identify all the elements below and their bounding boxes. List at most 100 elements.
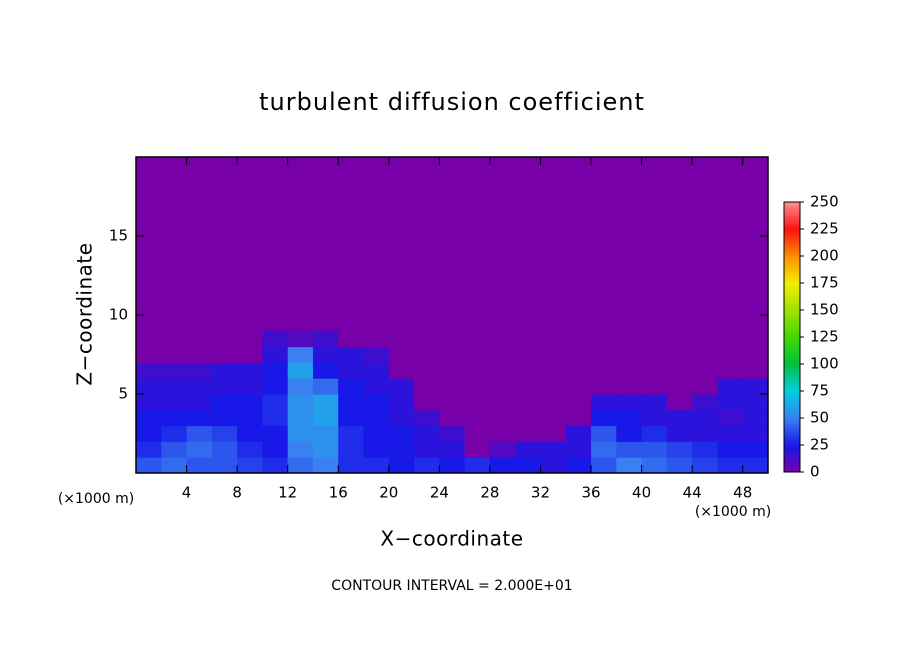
heat-cell [287,394,314,411]
heat-cell [237,362,263,379]
heat-cell [161,425,188,442]
heat-cell [489,457,516,474]
heat-cell [237,378,263,395]
heat-cell [515,394,541,411]
colorbar-tick-label: 50 [810,409,829,427]
colorbar-segment [784,404,800,408]
heat-cell [565,394,592,411]
colorbar-segment [784,256,800,260]
heat-cell [287,346,314,363]
heat-cell [717,457,744,474]
heat-cell [161,330,188,348]
colorbar-segment [784,253,800,257]
colorbar-segment [784,364,800,368]
heat-cell [540,394,567,411]
heat-cell [211,457,238,474]
heat-cell [262,425,289,442]
heat-cell [388,378,415,395]
colorbar-segment [784,296,800,300]
heat-cell [338,346,365,363]
heat-cell [287,362,314,379]
heat-cell [287,409,314,427]
x-tick-label: 32 [531,484,550,502]
heat-cell [363,346,390,363]
heat-cell [211,425,238,442]
heat-cell [363,330,390,348]
colorbar-segment [784,469,800,473]
heat-cell [161,441,188,458]
colorbar-segment [784,242,800,246]
heat-cell [616,394,643,411]
colorbar-segment [784,426,800,430]
heat-cell [211,330,238,348]
heat-cell [161,362,188,379]
heat-cell [565,346,592,363]
y-tick-label: 10 [109,306,128,324]
heat-cell [414,457,440,474]
heat-cell [641,346,668,363]
x-tick-label: 44 [683,484,702,502]
x-axis-label: X−coordinate [380,527,523,551]
heat-cell [692,394,718,411]
colorbar-segment [784,418,800,422]
heat-cell [237,457,263,474]
heat-cell [464,425,491,442]
heat-cell [742,457,769,474]
colorbar-tick-label: 100 [810,355,839,373]
heat-cell [237,425,263,442]
heat-cell [388,425,415,442]
heat-cell [616,441,643,458]
heat-cell [742,441,769,458]
colorbar-tick-label: 125 [810,328,839,346]
colorbar-segment [784,245,800,249]
heat-cell [742,330,769,348]
heat-cell [692,378,718,395]
heat-cell [464,441,491,458]
heat-cell [388,394,415,411]
colorbar-segment [784,431,800,435]
colorbar-segment [784,445,800,449]
colorbar-segment [784,391,800,395]
heat-cell [717,378,744,395]
heat-cell [464,409,491,427]
colorbar-segment [784,301,800,306]
heat-cell [262,409,289,427]
heat-cell [338,425,365,442]
colorbar-segment [784,315,800,319]
heat-cell [414,441,440,458]
colorbar-tick-label: 200 [810,247,839,265]
colorbar-segment [784,312,800,316]
heat-cell [692,346,718,363]
x-tick-label: 36 [581,484,600,502]
heat-cell [565,330,592,348]
heat-cell [136,457,162,474]
heat-cell [363,362,390,379]
colorbar-tick-label: 250 [810,193,839,211]
heat-cell [666,330,693,348]
colorbar-tick-label: 25 [810,436,829,454]
heat-cell [489,394,516,411]
colorbar-segment [784,247,800,252]
colorbar-segment [784,372,800,376]
x-tick-label: 16 [329,484,348,502]
heat-cell [211,409,238,427]
heat-cell [161,378,188,395]
heat-cell [540,362,567,379]
heat-cell [641,330,668,348]
colorbar-segment [784,407,800,411]
heat-cell [363,441,390,458]
heat-cell [388,457,415,474]
colorbar-segment [784,272,800,276]
heat-cell [414,409,440,427]
heat-cell [692,441,718,458]
heat-cell [717,394,744,411]
colorbar-segment [784,320,800,324]
heat-cell [692,330,718,348]
colorbar-segment [784,428,800,432]
colorbar-segment [784,226,800,230]
heat-cell [161,457,188,474]
colorbar-segment [784,334,800,338]
colorbar-segment [784,280,800,284]
colorbar-segment [784,401,800,405]
heat-cell [666,362,693,379]
